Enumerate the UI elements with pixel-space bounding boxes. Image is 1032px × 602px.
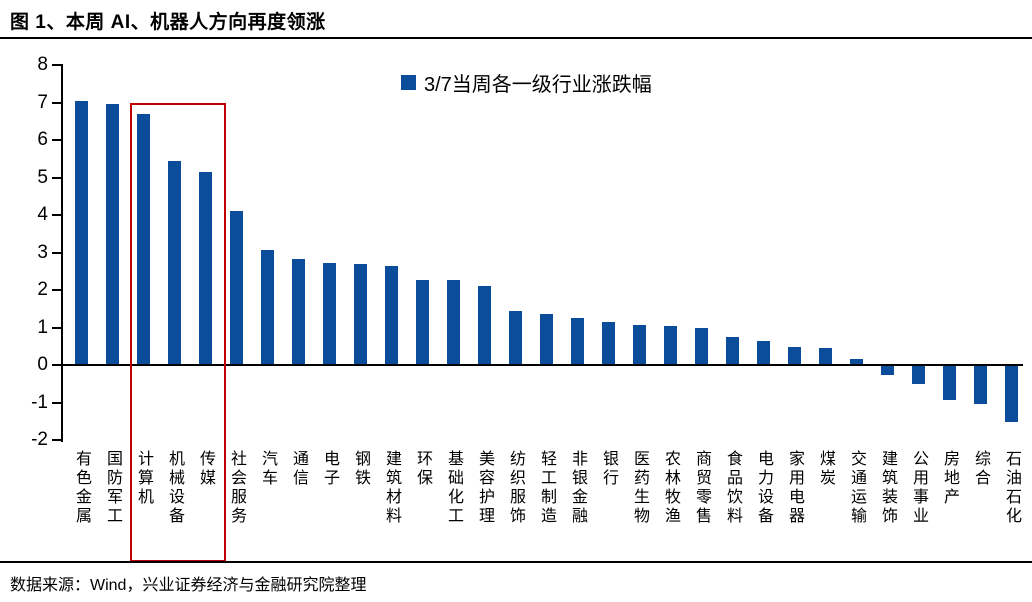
- x-label: 医药生物: [631, 450, 648, 526]
- bar: [74, 100, 88, 365]
- x-label: 计算机: [135, 450, 152, 507]
- x-label: 汽车: [259, 450, 276, 488]
- y-tick-mark: [52, 139, 62, 141]
- y-tick-mark: [52, 214, 62, 216]
- y-tick-label: 5: [37, 166, 48, 188]
- y-tick-mark: [52, 439, 62, 441]
- footer-divider: [0, 561, 1032, 563]
- chart-legend: 3/7当周各一级行业涨跌幅: [401, 68, 652, 97]
- y-tick-mark: [52, 364, 62, 366]
- bar: [601, 321, 615, 365]
- bar: [477, 286, 491, 365]
- y-tick-label: 1: [37, 316, 48, 338]
- bar: [291, 259, 305, 365]
- title-divider: [0, 37, 1032, 39]
- x-label: 通信: [290, 450, 307, 488]
- x-label: 传媒: [197, 450, 214, 488]
- bar: [663, 325, 677, 365]
- bar: [446, 280, 460, 365]
- x-label: 房地产: [941, 450, 958, 507]
- bar: [260, 249, 274, 365]
- x-label: 非银金融: [569, 450, 586, 526]
- highlight-rectangle: [130, 103, 226, 562]
- y-tick-mark: [52, 64, 62, 66]
- zero-baseline: [62, 364, 1023, 366]
- legend-label: 3/7当周各一级行业涨跌幅: [424, 74, 652, 96]
- bar: [911, 366, 925, 384]
- figure-title: 图 1、本周 AI、机器人方向再度领涨: [10, 12, 326, 33]
- bar: [198, 171, 212, 365]
- bar: [1004, 366, 1018, 422]
- bar: [322, 262, 336, 365]
- bar: [973, 366, 987, 404]
- x-label: 农林牧渔: [662, 450, 679, 526]
- y-tick-label: 8: [37, 54, 48, 75]
- x-label: 电子: [321, 450, 338, 488]
- y-tick-label: -1: [31, 391, 48, 413]
- bar: [508, 310, 522, 365]
- y-tick-label: 0: [37, 354, 48, 375]
- y-tick-label: 7: [37, 91, 48, 113]
- bar: [539, 314, 553, 365]
- x-label: 环保: [414, 450, 431, 488]
- bar: [632, 324, 646, 365]
- bar: [725, 337, 739, 365]
- x-label: 电力设备: [755, 450, 772, 526]
- y-tick-mark: [52, 401, 62, 404]
- y-tick-mark: [52, 251, 62, 254]
- x-label: 石油石化: [1003, 450, 1020, 526]
- bar: [353, 263, 367, 365]
- bar: [105, 104, 119, 365]
- bar: [942, 366, 956, 400]
- bar: [229, 210, 243, 365]
- x-label: 国防军工: [104, 450, 121, 526]
- bar: [694, 328, 708, 365]
- y-tick-label: 2: [37, 279, 48, 300]
- x-label: 食品饮料: [724, 450, 741, 526]
- x-label: 综合: [972, 450, 989, 488]
- y-tick-label: 6: [37, 129, 48, 150]
- bar: [880, 366, 894, 375]
- x-label: 轻工制造: [538, 450, 555, 526]
- y-axis-line: [61, 64, 63, 442]
- bar: [787, 347, 801, 365]
- y-tick-label: -2: [31, 429, 48, 450]
- y-tick-mark: [52, 176, 62, 179]
- x-label: 基础化工: [445, 450, 462, 526]
- y-tick-mark: [52, 101, 62, 104]
- x-label: 机械设备: [166, 450, 183, 526]
- bar: [756, 341, 770, 365]
- x-label: 家用电器: [786, 450, 803, 526]
- bar: [570, 318, 584, 365]
- x-label: 建筑材料: [383, 450, 400, 526]
- bar: [136, 113, 150, 365]
- y-tick-label: 3: [37, 241, 48, 263]
- x-label: 公用事业: [910, 450, 927, 526]
- x-label: 商贸零售: [693, 450, 710, 526]
- bar: [384, 266, 398, 365]
- x-label: 煤炭: [817, 450, 834, 488]
- x-label: 美容护理: [476, 450, 493, 526]
- bar: [415, 279, 429, 365]
- y-tick-label: 4: [37, 204, 48, 225]
- x-label: 社会服务: [228, 450, 245, 526]
- x-label: 纺织服饰: [507, 450, 524, 526]
- bar: [167, 160, 181, 365]
- x-label: 交通运输: [848, 450, 865, 526]
- x-label: 建筑装饰: [879, 450, 896, 526]
- y-tick-mark: [52, 289, 62, 291]
- data-source: 数据来源：Wind，兴业证券经济与金融研究院整理: [10, 577, 367, 594]
- x-label: 钢铁: [352, 450, 369, 488]
- y-tick-mark: [52, 326, 62, 329]
- bar: [818, 348, 832, 365]
- x-label: 银行: [600, 450, 617, 488]
- bar: [849, 359, 863, 365]
- legend-swatch-icon: [401, 75, 416, 90]
- x-label: 有色金属: [73, 450, 90, 526]
